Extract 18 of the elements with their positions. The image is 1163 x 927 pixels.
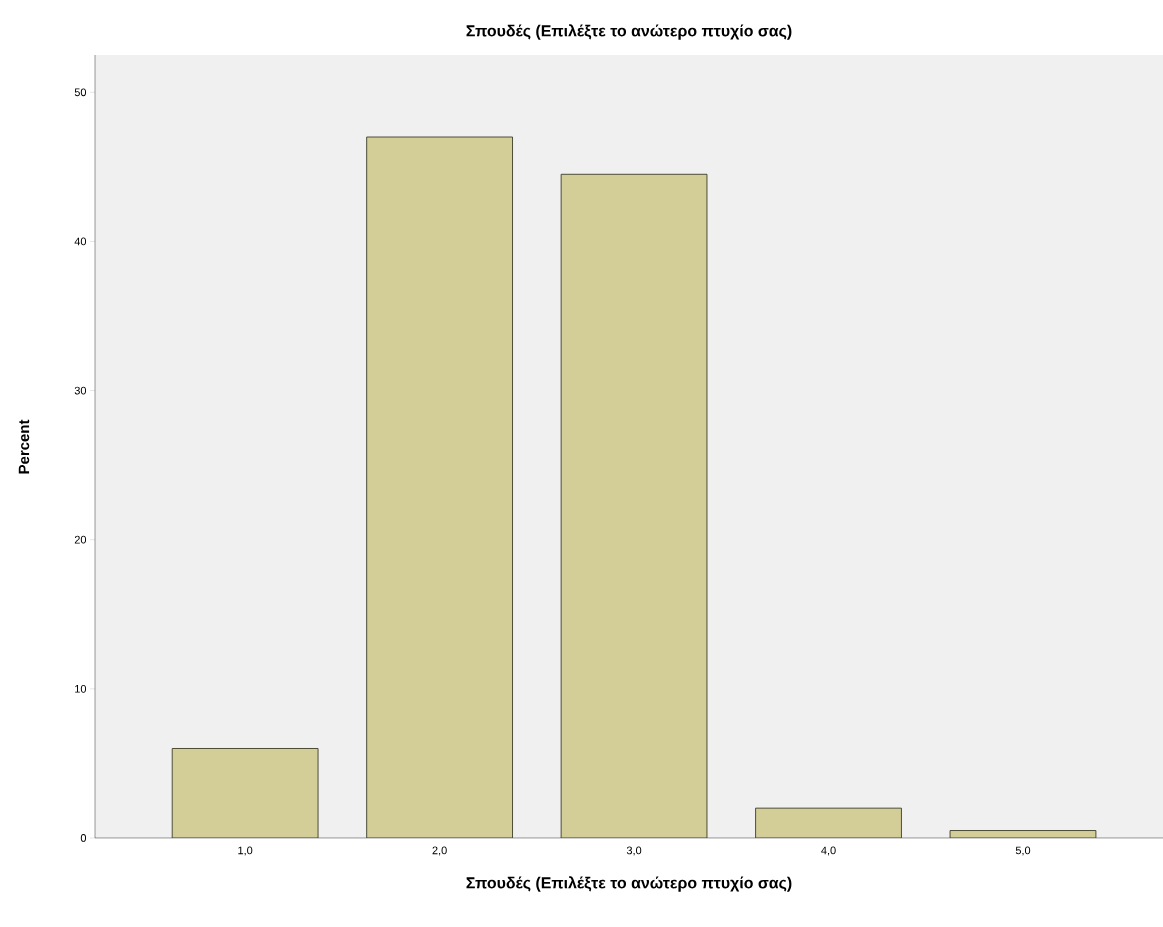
y-tick-label: 20	[74, 535, 87, 544]
bar	[366, 136, 513, 838]
x-tick-label: 2,0	[432, 846, 447, 856]
x-tick-label: 3,0	[626, 846, 642, 856]
y-tick-label: 40	[74, 237, 87, 246]
y-tick-label: 10	[75, 684, 87, 693]
x-tick-label: 5,0	[1015, 846, 1031, 856]
y-tick-label: 0	[80, 834, 87, 842]
bar	[560, 173, 708, 838]
chart-title: Σπουδές (Επιλέξτε το ανώτερο πτυχίο σας)	[466, 24, 792, 40]
x-tick-label: 1,0	[238, 846, 253, 856]
y-tick-label: 50	[74, 88, 87, 97]
bar	[171, 748, 319, 838]
y-tick-label: 30	[74, 386, 87, 395]
x-tick-label: 4,0	[821, 846, 836, 856]
x-axis-title: Σπουδές (Επιλέξτε το ανώτερο πτυχίο σας)	[466, 876, 792, 892]
y-axis-title: Percent	[18, 419, 30, 474]
bar	[755, 807, 902, 838]
